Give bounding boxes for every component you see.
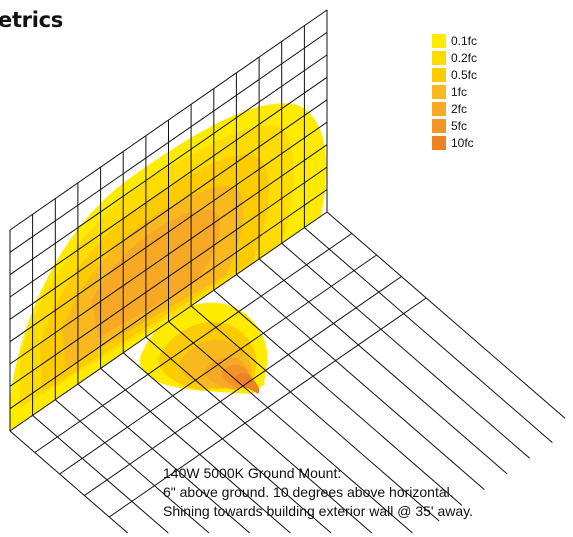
floor-grid-parallel-line <box>108 297 427 518</box>
wall-grid-horizontal-line <box>9 9 328 231</box>
floor-grid-depth-line <box>100 368 291 534</box>
floor-grid-depth-line <box>32 415 169 534</box>
legend-swatch <box>432 33 446 48</box>
wall-grid-horizontal-line <box>9 99 328 320</box>
floor-grid-depth-line <box>9 430 129 534</box>
caption-line: 6" above ground. 10 degrees above horizo… <box>163 484 454 500</box>
legend-item-0-2fc: 0.2fc <box>432 49 542 66</box>
floor-grid-parallel-line <box>59 254 377 475</box>
legend-swatch <box>432 118 446 133</box>
floor-grid-depth-line <box>304 227 553 443</box>
floor-grid-depth-line <box>281 242 531 459</box>
floor-grid-depth-line <box>236 274 485 490</box>
legend-item-2fc: 2fc <box>432 100 542 117</box>
floor-grid <box>9 211 566 534</box>
legend-swatch <box>432 135 446 150</box>
legend-label: 10fc <box>451 135 474 150</box>
legend-label: 5fc <box>451 118 468 133</box>
legend-swatch <box>432 101 446 116</box>
floor-grid-depth-line <box>190 305 440 522</box>
legend-label: 0.1fc <box>451 33 478 48</box>
floor-grid-depth-line <box>168 321 413 534</box>
page-title: etrics <box>0 8 63 32</box>
floor-grid-depth-line <box>145 336 373 534</box>
legend-swatch <box>432 50 446 65</box>
wall-grid <box>9 9 328 432</box>
floor-grid-depth-line <box>54 399 210 534</box>
legend-label: 1fc <box>451 84 468 99</box>
legend-item-5fc: 5fc <box>432 117 542 134</box>
floor-grid-parallel-line <box>84 276 402 496</box>
wall-contour-2fc <box>92 209 221 338</box>
floor-grid-depth-line <box>77 383 251 534</box>
caption: 140W 5000K Ground Mount: 6" above ground… <box>163 464 473 521</box>
wall-grid-horizontal-line <box>9 54 328 276</box>
legend-item-1fc: 1fc <box>432 83 542 100</box>
wall-light-contours <box>10 103 327 431</box>
caption-line: Shining towards building exterior wall @… <box>163 503 474 519</box>
legend-swatch <box>432 67 446 82</box>
legend-label: 0.5fc <box>451 67 478 82</box>
floor-grid-parallel-line <box>34 233 353 453</box>
legend-swatch <box>432 84 446 99</box>
legend-item-0-5fc: 0.5fc <box>432 66 542 83</box>
legend-label: 2fc <box>451 101 468 116</box>
legend: 0.1fc 0.2fc 0.5fc 1fc 2fc 5fc 10fc <box>432 32 542 151</box>
legend-label: 0.2fc <box>451 50 478 65</box>
legend-item-0-1fc: 0.1fc <box>432 32 542 49</box>
caption-line: 140W 5000K Ground Mount: <box>163 465 342 481</box>
floor-grid-depth-line <box>326 211 566 419</box>
wall-grid-horizontal-line <box>9 76 328 298</box>
floor-grid-depth-line <box>122 352 332 534</box>
wall-grid-horizontal-line <box>9 166 328 387</box>
legend-item-10fc: 10fc <box>432 134 542 151</box>
floor-grid-depth-line <box>258 258 508 475</box>
wall-grid-horizontal-line <box>9 121 328 343</box>
floor-grid-depth-line <box>213 289 463 506</box>
wall-grid-horizontal-line <box>9 144 328 365</box>
wall-grid-horizontal-line <box>9 189 328 410</box>
wall-grid-horizontal-line <box>9 31 328 253</box>
